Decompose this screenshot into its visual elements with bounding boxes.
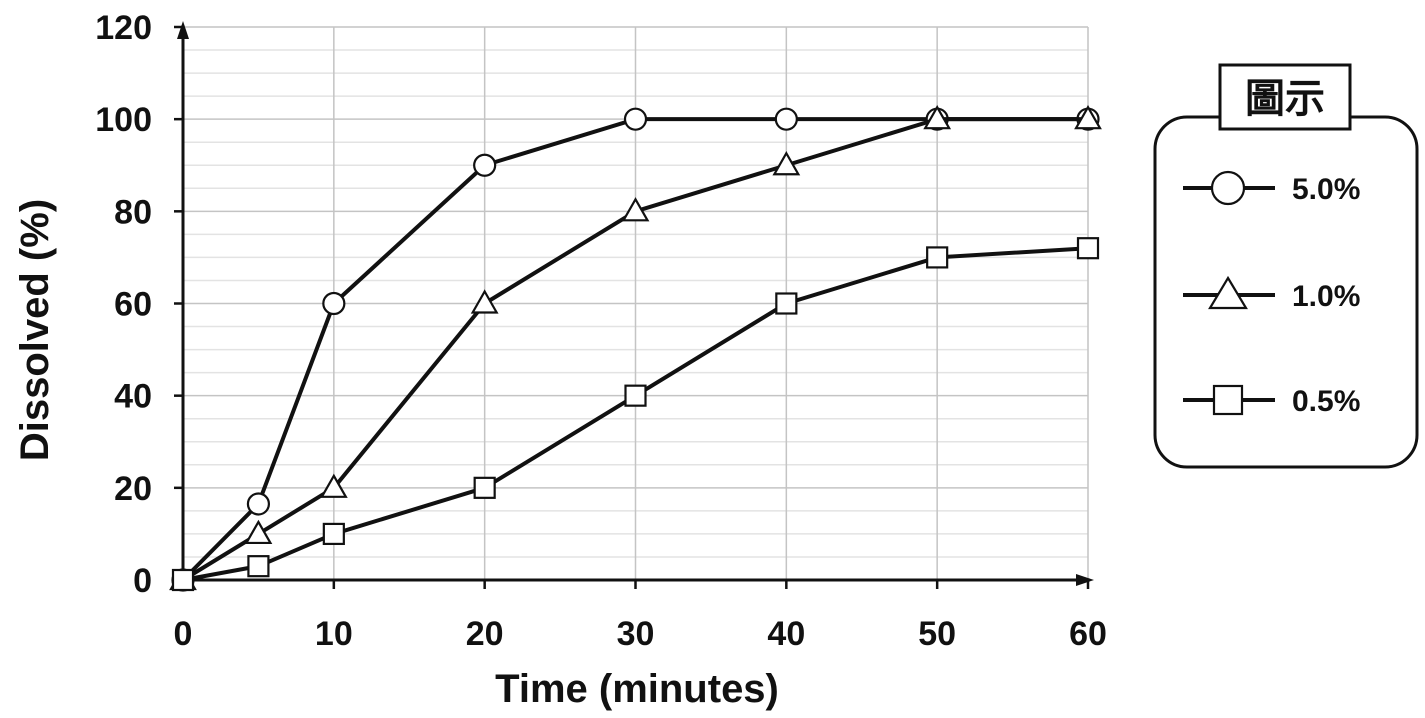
series-line [181, 117, 1088, 582]
series-square [171, 237, 1100, 592]
x-tick-label: 60 [1069, 615, 1107, 653]
x-axis-arrow [1076, 574, 1094, 586]
data-point [244, 519, 273, 545]
data-point [923, 104, 952, 130]
data-point [171, 568, 195, 592]
legend-item: 0.5% [1183, 384, 1360, 418]
data-point [1074, 104, 1102, 130]
data-point [470, 289, 499, 314]
y-axis-arrow [177, 21, 189, 39]
axes [174, 21, 1094, 589]
y-tick-label: 80 [114, 193, 152, 231]
legend-label: 5.0% [1292, 173, 1360, 206]
series-line [182, 246, 1089, 582]
series-lines [169, 104, 1102, 592]
x-tick-label: 0 [174, 615, 193, 653]
y-axis-title: Dissolved (%) [13, 199, 57, 461]
legend-items: 5.0% 1.0% 0.5% [1183, 170, 1360, 418]
legend-item: 5.0% [1183, 170, 1360, 206]
y-tick-label: 40 [114, 378, 152, 416]
legend-label: 1.0% [1292, 280, 1360, 313]
y-tick-label: 120 [95, 9, 152, 47]
series-line [181, 117, 1088, 582]
data-point [319, 473, 348, 498]
data-point [624, 384, 647, 407]
x-tick-label: 40 [767, 615, 805, 653]
legend: 圖示 5.0% 1.0% 0.5% [1153, 63, 1419, 469]
x-tick-label: 20 [466, 615, 504, 653]
x-axis-title: Time (minutes) [495, 667, 779, 711]
legend-label: 0.5% [1292, 385, 1360, 418]
legend-marker [1210, 170, 1246, 206]
legend-marker [1212, 384, 1244, 416]
data-point [1076, 237, 1100, 260]
data-point [322, 522, 345, 546]
data-point [623, 107, 648, 131]
data-point [473, 476, 496, 499]
data-point [621, 197, 650, 222]
data-point [772, 151, 801, 176]
tick-labels: 0 10 20 30 40 50 60 0 20 40 60 80 100 120 [95, 9, 1107, 653]
y-tick-label: 20 [114, 470, 152, 508]
data-point [926, 246, 949, 269]
y-tick-label: 60 [114, 286, 152, 324]
data-point [774, 107, 798, 131]
data-point [322, 291, 346, 316]
data-point [246, 492, 271, 516]
legend-box [1153, 115, 1419, 469]
data-point [775, 292, 798, 315]
x-tick-label: 30 [617, 615, 655, 653]
y-tick-label: 100 [95, 101, 152, 139]
x-tick-label: 50 [918, 615, 956, 653]
data-point [473, 153, 497, 177]
legend-marker [1208, 275, 1248, 310]
data-point [247, 555, 270, 578]
legend-title-box [1218, 63, 1352, 131]
x-tick-label: 10 [315, 615, 353, 653]
y-tick-label: 0 [133, 562, 152, 600]
legend-title: 圖示 [1245, 76, 1325, 122]
legend-item: 1.0% [1183, 275, 1360, 313]
